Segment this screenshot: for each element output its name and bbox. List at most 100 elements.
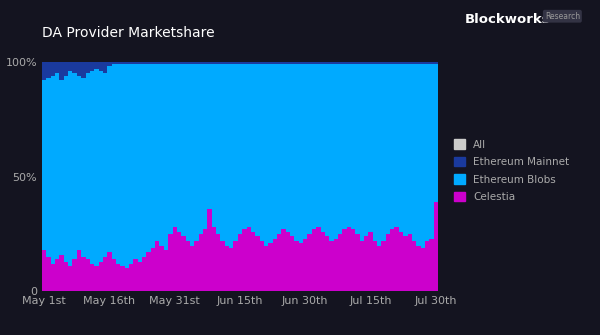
Bar	[342, 229, 347, 291]
Bar	[312, 229, 316, 291]
Bar	[429, 62, 434, 64]
Bar	[42, 250, 46, 291]
Bar	[129, 62, 133, 64]
Bar	[260, 241, 264, 291]
Bar	[208, 62, 212, 64]
Bar	[112, 64, 116, 259]
Bar	[208, 209, 212, 291]
Bar	[64, 75, 68, 262]
Bar	[338, 234, 342, 291]
Bar	[160, 62, 164, 64]
Text: DA Provider Marketshare: DA Provider Marketshare	[42, 26, 215, 40]
Bar	[133, 259, 138, 291]
Bar	[268, 62, 272, 64]
Bar	[51, 264, 55, 291]
Bar	[373, 62, 377, 64]
Bar	[407, 64, 412, 234]
Bar	[185, 62, 190, 64]
Bar	[399, 232, 403, 291]
Bar	[168, 62, 173, 64]
Bar	[151, 248, 155, 291]
Bar	[355, 62, 359, 64]
Bar	[164, 64, 168, 250]
Bar	[220, 62, 225, 64]
Bar	[325, 62, 329, 64]
Bar	[390, 62, 394, 64]
Bar	[403, 62, 407, 64]
Bar	[94, 69, 98, 266]
Bar	[59, 62, 64, 80]
Bar	[173, 62, 177, 64]
Bar	[377, 246, 382, 291]
Bar	[199, 64, 203, 234]
Bar	[382, 64, 386, 241]
Bar	[303, 64, 307, 239]
Bar	[133, 64, 138, 259]
Bar	[264, 246, 268, 291]
Bar	[347, 227, 351, 291]
Bar	[121, 266, 125, 291]
Bar	[255, 64, 260, 236]
Bar	[55, 73, 59, 259]
Bar	[316, 62, 320, 64]
Bar	[368, 232, 373, 291]
Bar	[98, 62, 103, 71]
Bar	[264, 64, 268, 246]
Bar	[247, 227, 251, 291]
Bar	[421, 62, 425, 64]
Bar	[290, 62, 295, 64]
Bar	[355, 64, 359, 234]
Bar	[255, 62, 260, 64]
Bar	[168, 64, 173, 234]
Bar	[103, 62, 107, 73]
Bar	[295, 64, 299, 241]
Bar	[281, 229, 286, 291]
Bar	[86, 73, 90, 259]
Bar	[416, 246, 421, 291]
Bar	[203, 64, 208, 229]
Bar	[368, 64, 373, 232]
Bar	[64, 262, 68, 291]
Bar	[359, 241, 364, 291]
Bar	[203, 62, 208, 64]
Bar	[382, 62, 386, 64]
Bar	[334, 239, 338, 291]
Bar	[194, 64, 199, 241]
Bar	[307, 64, 312, 234]
Bar	[64, 62, 68, 75]
Bar	[185, 241, 190, 291]
Bar	[155, 62, 160, 64]
Bar	[399, 64, 403, 232]
Bar	[77, 62, 81, 75]
Bar	[394, 64, 399, 227]
Bar	[351, 62, 355, 64]
Bar	[98, 262, 103, 291]
Bar	[299, 243, 303, 291]
Bar	[238, 64, 242, 234]
Bar	[216, 234, 220, 291]
Bar	[364, 236, 368, 291]
Bar	[160, 64, 164, 246]
Bar	[59, 255, 64, 291]
Bar	[316, 227, 320, 291]
Bar	[164, 250, 168, 291]
Bar	[164, 62, 168, 64]
Bar	[233, 62, 238, 64]
Bar	[382, 241, 386, 291]
Bar	[225, 64, 229, 246]
Bar	[364, 62, 368, 64]
Bar	[173, 64, 177, 227]
Bar	[77, 250, 81, 291]
Bar	[103, 73, 107, 257]
Bar	[212, 64, 216, 227]
Bar	[238, 234, 242, 291]
Bar	[233, 241, 238, 291]
Bar	[142, 64, 146, 257]
Bar	[68, 71, 73, 266]
Bar	[377, 62, 382, 64]
Bar	[229, 64, 233, 248]
Bar	[425, 62, 429, 64]
Bar	[146, 62, 151, 64]
Bar	[303, 62, 307, 64]
Bar	[125, 64, 129, 268]
